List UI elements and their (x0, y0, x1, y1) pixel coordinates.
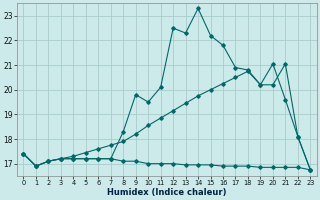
X-axis label: Humidex (Indice chaleur): Humidex (Indice chaleur) (107, 188, 227, 197)
